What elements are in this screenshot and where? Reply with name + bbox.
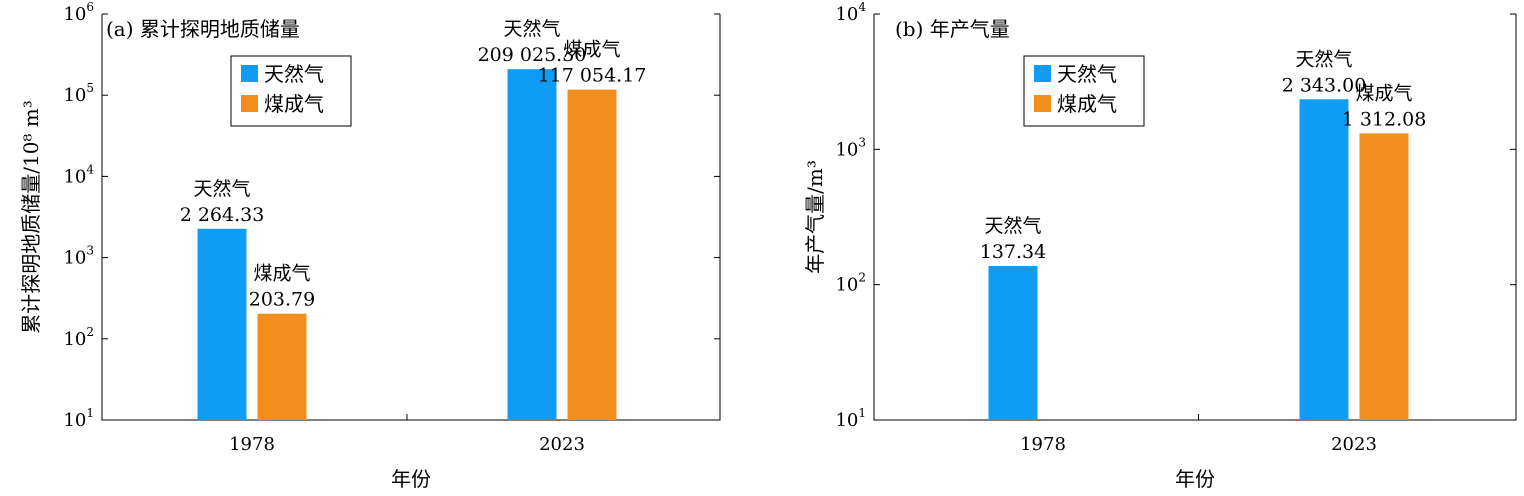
y-tick-label: 101 [835, 406, 866, 431]
panel-b: 101 102 103 104 1978 2023 天然气 137.34 天然气 2 343.00… [803, 0, 1517, 491]
y-tick-label: 101 [63, 406, 94, 431]
legend-swatch [1034, 65, 1051, 82]
legend-label: 煤成气 [1057, 92, 1117, 116]
legend-swatch [241, 65, 258, 82]
panel-title: (b) 年产气量 [895, 17, 1010, 41]
bar-2023-coalbed-gas [567, 89, 617, 421]
legend-swatch [1034, 95, 1051, 112]
axes-frame [873, 14, 1517, 421]
bar-series-label: 煤成气 [1355, 82, 1412, 104]
bar-1978-coalbed-gas [257, 313, 307, 420]
y-tick-label: 102 [63, 325, 94, 350]
y-axis-label: 年产气量/m³ [803, 160, 827, 274]
x-tick-label-1978: 1978 [229, 434, 275, 455]
bar-2023-natural-gas [507, 69, 557, 420]
legend-label: 天然气 [1057, 62, 1117, 86]
bar-series-label: 煤成气 [253, 263, 310, 285]
bar-2023-coalbed-gas [1359, 133, 1409, 420]
y-tick-label: 103 [63, 244, 94, 269]
x-tick-label-1978: 1978 [1020, 434, 1066, 455]
legend-label: 天然气 [264, 62, 324, 86]
y-tick-label: 104 [835, 0, 866, 25]
x-tick-label-2023: 2023 [1331, 434, 1377, 455]
bar-value-label: 117 054.17 [538, 65, 647, 87]
bar-1978-natural-gas [988, 266, 1038, 420]
y-tick-label: 104 [63, 162, 94, 187]
bar-value-label: 203.79 [249, 289, 315, 311]
y-tick-label: 103 [835, 135, 866, 160]
x-tick-label-2023: 2023 [539, 434, 585, 455]
bar-value-label: 209 025.30 [478, 44, 587, 66]
x-axis-label: 年份 [391, 467, 431, 491]
axes-frame [101, 14, 721, 421]
bar-1978-natural-gas [197, 228, 247, 420]
bar-series-label: 天然气 [1295, 48, 1352, 70]
bar-series-label: 天然气 [503, 18, 560, 40]
bar-value-label: 2 343.00 [1282, 74, 1367, 96]
y-axis-label: 累计探明地质储量/10⁸ m³ [19, 100, 43, 334]
panel-title: (a) 累计探明地质储量 [106, 17, 300, 41]
bar-2023-natural-gas [1299, 99, 1349, 420]
bar-series-label: 煤成气 [563, 39, 620, 61]
legend-label: 煤成气 [264, 92, 324, 116]
panel-a: 101 102 103 104 105 106 1978 2023 天然气 2 264.33 天然气… [19, 0, 721, 491]
y-tick-label: 105 [63, 81, 94, 106]
bar-series-label: 天然气 [984, 215, 1041, 237]
bar-series-label: 天然气 [193, 178, 250, 200]
bar-value-label: 137.34 [980, 241, 1046, 263]
bar-value-label: 1 312.08 [1342, 108, 1427, 130]
bar-value-label: 2 264.33 [180, 204, 265, 226]
y-tick-label: 102 [835, 271, 866, 296]
x-axis-label: 年份 [1175, 467, 1215, 491]
y-tick-label: 106 [63, 0, 94, 25]
legend-swatch [241, 95, 258, 112]
